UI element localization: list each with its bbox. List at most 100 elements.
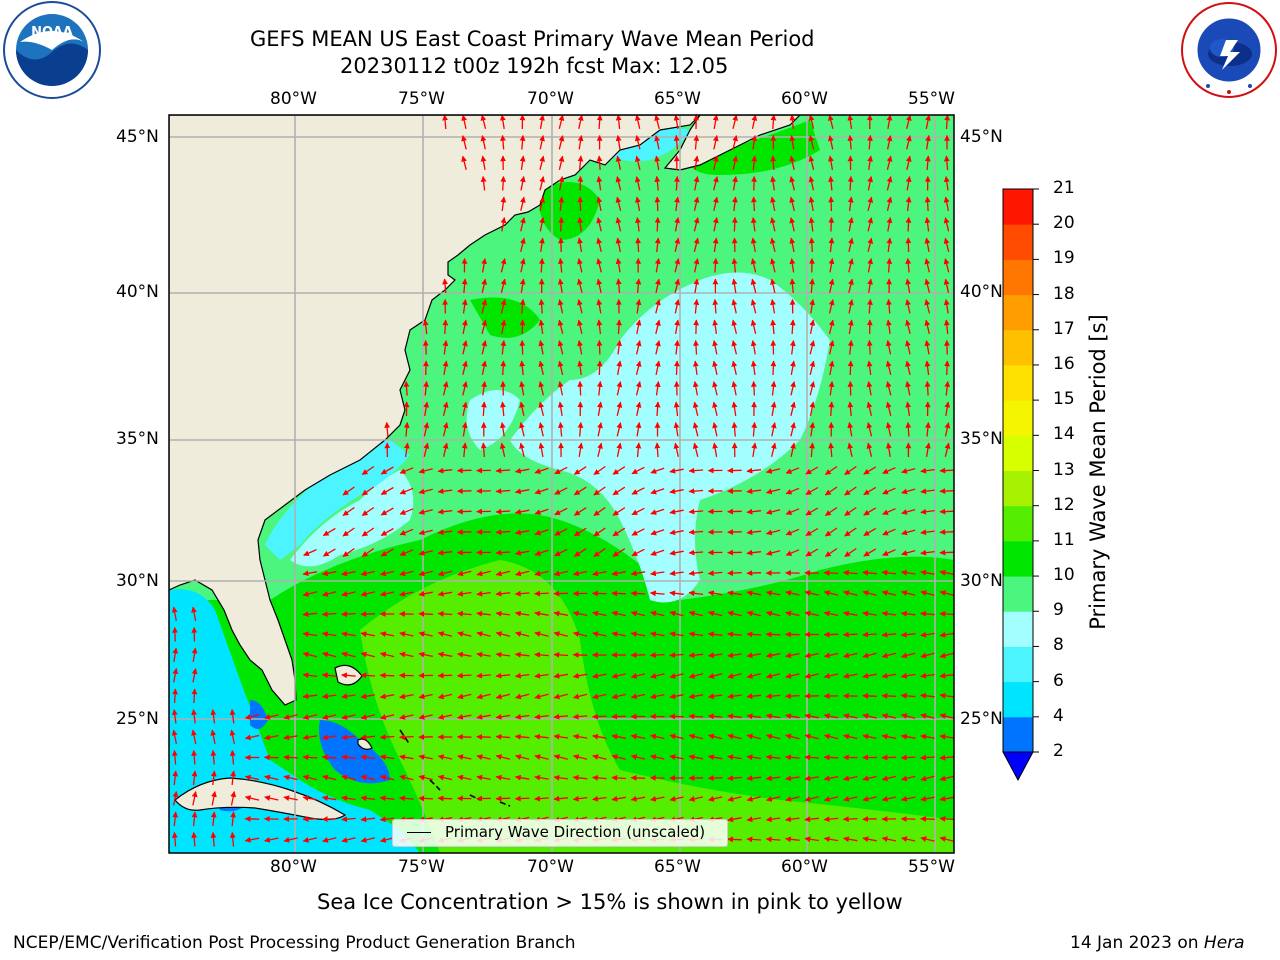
wave-direction-arrow — [901, 488, 916, 495]
wave-direction-arrow — [650, 549, 665, 556]
wave-direction-arrow — [925, 135, 931, 150]
wave-direction-arrow — [538, 257, 545, 273]
wave-direction-arrow — [476, 590, 491, 597]
wave-direction-arrow — [751, 442, 758, 458]
wave-direction-arrow — [862, 836, 877, 843]
wave-direction-arrow — [577, 258, 583, 273]
wave-direction-arrow — [920, 631, 935, 638]
wave-direction-arrow — [650, 529, 665, 536]
wave-direction-arrow — [514, 549, 530, 556]
wave-direction-arrow — [558, 115, 565, 129]
wave-direction-arrow — [688, 508, 704, 515]
wave-direction-arrow — [920, 733, 935, 740]
wave-direction-arrow — [495, 508, 511, 515]
wave-direction-arrow — [538, 381, 545, 396]
wave-direction-arrow — [674, 217, 680, 232]
wave-direction-arrow — [495, 549, 511, 556]
wave-direction-arrow — [848, 299, 854, 314]
wave-direction-arrow — [789, 278, 796, 294]
wave-direction-arrow — [708, 796, 723, 802]
wave-direction-arrow — [360, 837, 375, 843]
lon-label-top-75w: 75°W — [398, 89, 445, 109]
lat-label-left-45n: 45°N — [116, 127, 159, 147]
wave-direction-arrow — [379, 795, 395, 802]
wave-direction-arrow — [732, 176, 738, 191]
wave-direction-arrow — [809, 442, 815, 458]
wave-direction-arrow — [244, 795, 260, 801]
wave-direction-arrow — [380, 486, 394, 496]
wave-direction-arrow — [500, 319, 507, 335]
wave-direction-arrow — [612, 486, 626, 496]
wave-direction-arrow — [785, 610, 800, 617]
wave-direction-arrow — [804, 836, 819, 843]
wave-direction-arrow — [553, 754, 568, 760]
wave-direction-arrow — [229, 749, 236, 765]
wave-direction-arrow — [905, 257, 912, 273]
colorbar-tick-label: 20 — [1053, 213, 1075, 234]
wave-direction-arrow — [654, 401, 661, 417]
wave-direction-arrow — [399, 754, 414, 761]
wave-direction-arrow — [866, 339, 873, 355]
wave-direction-arrow — [442, 360, 449, 376]
wave-direction-arrow — [654, 175, 661, 191]
wave-direction-arrow — [882, 467, 896, 474]
wave-direction-arrow — [437, 590, 453, 597]
wave-direction-arrow — [635, 360, 642, 375]
wave-direction-arrow — [770, 115, 777, 130]
wave-direction-arrow — [881, 610, 897, 617]
wave-direction-arrow — [341, 631, 356, 638]
wave-direction-arrow — [712, 319, 719, 334]
wave-direction-arrow — [693, 217, 700, 232]
wave-direction-arrow — [635, 237, 642, 253]
wave-direction-arrow — [557, 319, 564, 334]
wave-direction-arrow — [519, 401, 525, 416]
wave-direction-arrow — [770, 176, 776, 191]
wave-direction-arrow — [920, 610, 935, 617]
wave-direction-arrow — [500, 340, 507, 355]
wave-direction-arrow — [476, 774, 491, 781]
wave-direction-arrow — [418, 488, 433, 495]
wave-direction-arrow — [673, 175, 680, 191]
wave-direction-arrow — [862, 713, 877, 719]
wave-direction-arrow — [847, 442, 853, 457]
wave-direction-arrow — [746, 713, 761, 720]
wave-direction-arrow — [731, 196, 738, 212]
wave-direction-arrow — [500, 360, 507, 376]
wave-direction-arrow — [789, 155, 796, 170]
wave-direction-arrow — [379, 837, 395, 843]
lat-label-left-30n: 30°N — [116, 571, 159, 591]
wave-direction-arrow — [746, 549, 762, 556]
wave-direction-arrow — [649, 652, 665, 659]
wave-direction-arrow — [808, 155, 815, 170]
wave-direction-arrow — [828, 175, 834, 191]
wave-direction-arrow — [924, 155, 931, 171]
wave-direction-arrow — [592, 754, 607, 760]
wave-direction-arrow — [900, 733, 916, 740]
wave-direction-arrow — [612, 507, 626, 516]
lon-label-top-60w: 60°W — [781, 89, 828, 109]
wave-direction-arrow — [669, 549, 684, 556]
wave-direction-arrow — [693, 278, 700, 294]
wave-direction-arrow — [823, 590, 839, 596]
wave-direction-arrow — [905, 135, 912, 150]
wave-direction-arrow — [789, 196, 796, 211]
colorbar-tick-label: 10 — [1053, 565, 1075, 586]
wave-direction-arrow — [881, 836, 897, 843]
wave-direction-arrow — [844, 465, 857, 476]
wave-direction-arrow — [171, 831, 178, 847]
wave-direction-arrow — [924, 340, 931, 355]
wave-direction-arrow — [842, 631, 858, 638]
wave-direction-arrow — [341, 570, 356, 577]
wave-direction-arrow — [943, 176, 950, 191]
wave-direction-arrow — [920, 816, 935, 822]
wave-direction-arrow — [693, 339, 699, 355]
wave-direction-arrow — [727, 796, 742, 802]
wave-direction-arrow — [341, 693, 356, 700]
wave-direction-arrow — [557, 299, 564, 314]
wave-direction-arrow — [573, 548, 587, 557]
wave-direction-arrow — [828, 216, 835, 232]
wave-direction-arrow — [688, 467, 704, 474]
wave-direction-arrow — [804, 754, 819, 761]
wave-direction-arrow — [495, 631, 511, 637]
wave-direction-arrow — [572, 693, 588, 700]
